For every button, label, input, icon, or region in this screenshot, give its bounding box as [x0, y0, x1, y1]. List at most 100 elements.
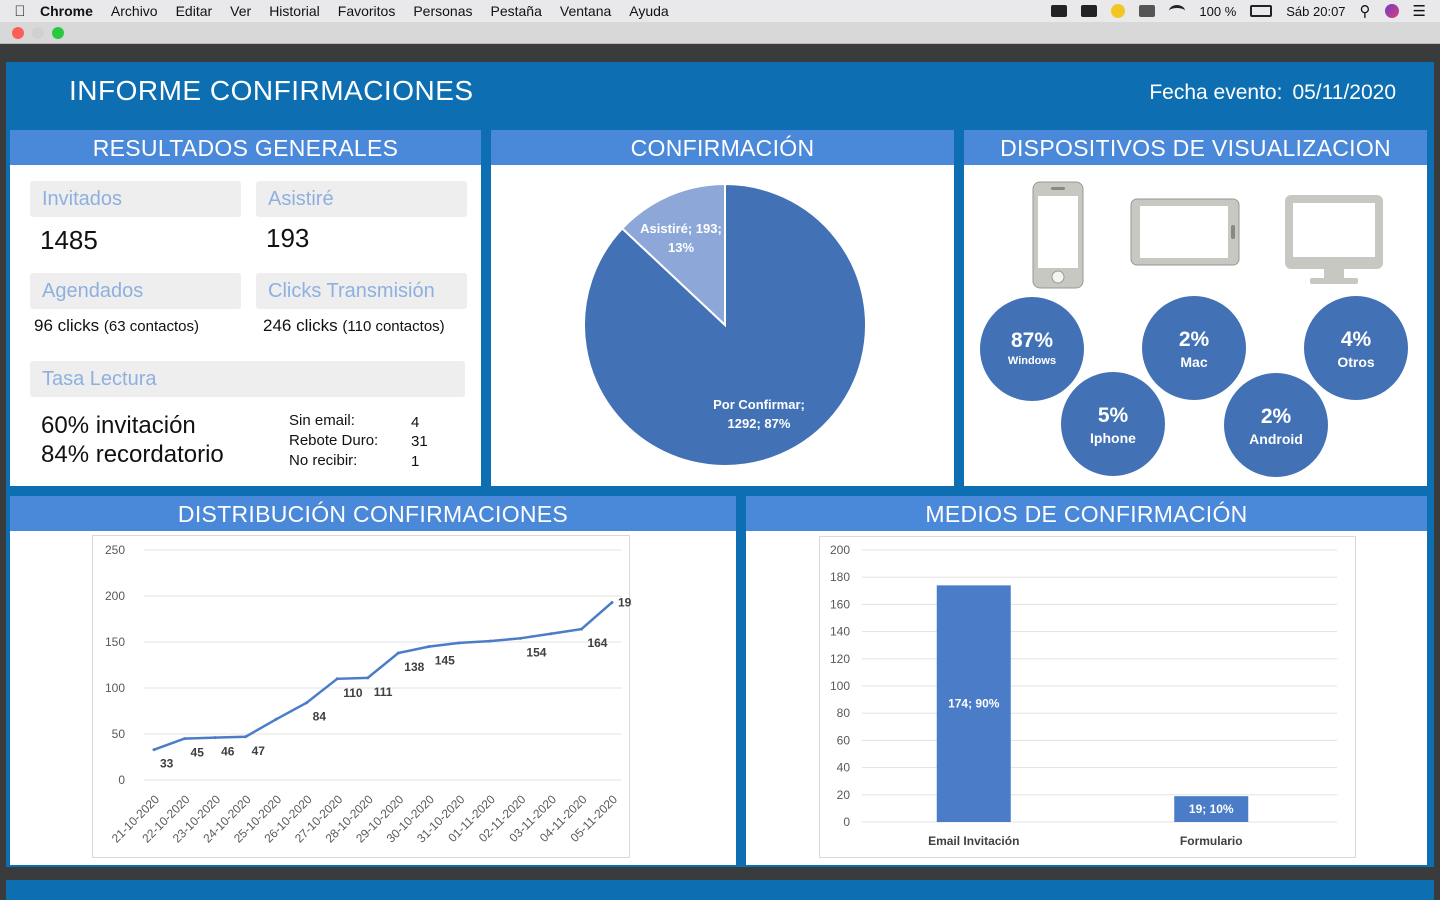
panel-distribucion-title: DISTRIBUCIÓN CONFIRMACIONES [10, 496, 736, 531]
line-ytick-label: 50 [112, 727, 126, 741]
clicks-transmision-clicks: 246 clicks [263, 316, 338, 335]
apple-icon[interactable]:  [0, 3, 40, 20]
line-point [427, 645, 431, 649]
event-date: Fecha evento: 05/11/2020 [1149, 81, 1396, 105]
bar-1 [1174, 796, 1249, 822]
bubble-android: 2% Android [1224, 373, 1328, 477]
panel-resultados: RESULTADOS GENERALES Invitados 1485 Asis… [10, 130, 481, 486]
menu-historial[interactable]: Historial [269, 3, 320, 19]
distribution-line-chart: 0 50 100 150 200 250 33 45 46 47 84 110 111 138 145 154… [92, 535, 632, 858]
panel-medios: MEDIOS DE CONFIRMACIÓN 0 20 40 60 80 100 120 14… [746, 496, 1427, 865]
bar-ytick-label: 60 [837, 733, 851, 747]
line-point [457, 641, 461, 645]
window-titlebar [0, 22, 1440, 44]
user-j-icon[interactable] [1111, 4, 1126, 18]
fullscreen-window-button[interactable] [52, 27, 64, 39]
line-data-label: 138 [404, 660, 424, 674]
line-data-label: 145 [435, 654, 455, 668]
rebote-duro-label: Rebote Duro: [289, 432, 379, 449]
wifi-icon[interactable] [1169, 5, 1186, 17]
windows-label: Windows [1007, 355, 1057, 367]
panel-distribucion: DISTRIBUCIÓN CONFIRMACIONES 0 50 100 150 200… [10, 496, 736, 865]
rebote-duro-value: 31 [411, 433, 428, 450]
menu-editar[interactable]: Editar [175, 3, 213, 19]
iphone-pct: 5% [1097, 404, 1129, 427]
tablet-icon [1130, 198, 1240, 266]
notification-center-icon[interactable]: ☰ [1412, 3, 1426, 20]
panel-confirmacion: CONFIRMACIÓN Por Confirmar; 1292; 87% Asis… [491, 130, 954, 486]
report: INFORME CONFIRMACIONES Fecha evento: 05/1… [6, 62, 1434, 867]
siri-icon[interactable] [1384, 4, 1399, 18]
menu-bar:  Chrome Archivo Editar Ver Historial Fa… [0, 0, 1440, 22]
bar-ytick-label: 180 [830, 570, 850, 584]
line-data-label: 193 [618, 595, 632, 609]
tasa-recordatorio: 84% recordatorio [41, 441, 224, 468]
menu-pestana[interactable]: Pestaña [490, 3, 542, 19]
bar-data-label-1: 19; 10% [1189, 802, 1234, 816]
search-icon[interactable]: ⚲ [1359, 3, 1371, 20]
bar-ytick-label: 100 [830, 679, 850, 693]
asistire-label: Asistiré [256, 181, 467, 217]
iphone-label: Iphone [1090, 430, 1136, 446]
line-data-label: 164 [587, 636, 607, 650]
zoom-icon[interactable] [1051, 5, 1068, 17]
panel-medios-title: MEDIOS DE CONFIRMACIÓN [746, 496, 1427, 531]
agendados-label: Agendados [30, 273, 241, 309]
bar-data-label-0: 174; 90% [948, 697, 1000, 711]
menu-archivo[interactable]: Archivo [110, 3, 158, 19]
phone-icon [1032, 181, 1084, 289]
close-window-button[interactable] [12, 27, 24, 39]
event-date-label: Fecha evento: [1149, 81, 1283, 104]
pie-label-1-line2: 13% [668, 240, 694, 255]
bar-ytick-label: 80 [837, 706, 851, 720]
mac-pct: 2% [1178, 328, 1210, 351]
line-ytick-label: 100 [105, 681, 125, 695]
menu-ayuda[interactable]: Ayuda [629, 3, 669, 19]
agendados-detail: (63 contactos) [103, 318, 199, 335]
medios-bar-chart: 0 20 40 60 80 100 120 140 160 180 200 174; 90% Email… [819, 536, 1356, 858]
panel-dispositivos: DISPOSITIVOS DE VISUALIZACION 87% Window… [964, 130, 1427, 486]
panel-resultados-title: RESULTADOS GENERALES [10, 130, 481, 165]
sin-email-value: 4 [411, 414, 420, 431]
line-point [244, 735, 248, 739]
airplay-icon[interactable] [1139, 5, 1156, 17]
otros-pct: 4% [1340, 328, 1372, 351]
menu-ver[interactable]: Ver [230, 3, 252, 19]
battery-icon[interactable] [1250, 5, 1273, 17]
sin-email-label: Sin email: [289, 412, 355, 429]
invitados-value: 1485 [40, 225, 98, 255]
menu-personas[interactable]: Personas [413, 3, 473, 19]
agendados-clicks: 96 clicks [34, 316, 100, 335]
panel-dispositivos-title: DISPOSITIVOS DE VISUALIZACION [964, 130, 1427, 165]
line-point [549, 632, 553, 636]
tasa-invitacion: 60% invitación [41, 412, 196, 439]
minimize-window-button[interactable] [32, 27, 44, 39]
line-ytick-label: 150 [105, 635, 125, 649]
line-ytick-label: 0 [118, 773, 125, 787]
panel-confirmacion-title: CONFIRMACIÓN [491, 130, 954, 165]
pie-label-1-line1: Asistiré; 193; [640, 221, 722, 236]
clock[interactable]: Sáb 20:07 [1286, 3, 1346, 19]
clicks-transmision-value: 246 clicks (110 contactos) [263, 316, 445, 336]
menu-favoritos[interactable]: Favoritos [337, 3, 396, 19]
menu-ventana[interactable]: Ventana [559, 3, 612, 19]
line-point [274, 717, 278, 721]
line-data-label: 46 [221, 745, 235, 759]
line-point [396, 651, 400, 655]
bar-ytick-label: 20 [837, 788, 851, 802]
line-point [305, 701, 309, 705]
bar-category-label-0: Email Invitación [928, 834, 1019, 848]
pie-slice-1 [620, 182, 726, 328]
line-series [153, 601, 613, 751]
line-point [610, 600, 614, 604]
monitor-icon [1285, 195, 1383, 284]
line-ytick-label: 250 [105, 543, 125, 557]
bar-ytick-label: 0 [843, 815, 850, 829]
camera-icon[interactable] [1081, 5, 1098, 17]
menu-chrome[interactable]: Chrome [40, 3, 93, 19]
android-pct: 2% [1260, 405, 1292, 428]
bubble-otros: 4% Otros [1304, 296, 1408, 400]
line-point [152, 748, 156, 752]
bar-ytick-label: 140 [830, 625, 850, 639]
line-chart-frame [92, 535, 630, 858]
